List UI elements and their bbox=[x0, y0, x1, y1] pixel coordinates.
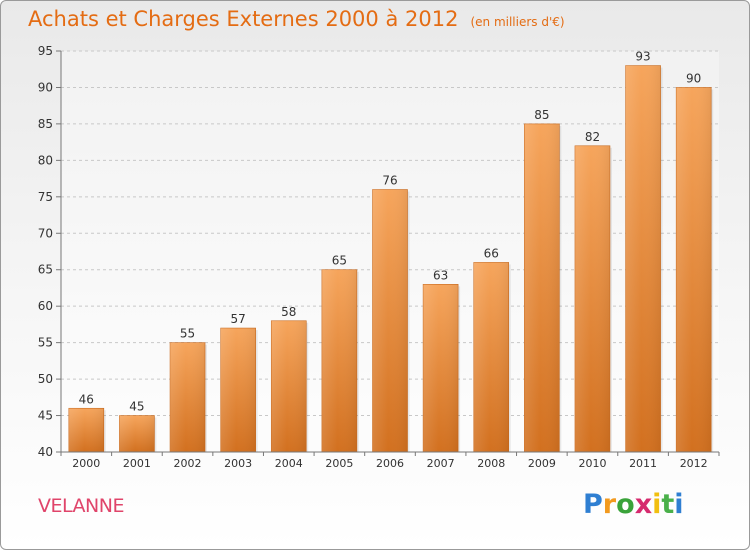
bar-highlight bbox=[473, 262, 509, 452]
y-tick-label: 40 bbox=[38, 445, 53, 459]
x-tick-label: 2009 bbox=[528, 457, 556, 470]
chart-title-main: Achats et Charges Externes 2000 à 2012 bbox=[28, 7, 459, 31]
logo-letter: i bbox=[652, 489, 662, 520]
bar-highlight bbox=[676, 87, 712, 453]
bar-value-label: 85 bbox=[534, 108, 549, 122]
y-tick-label: 75 bbox=[38, 190, 53, 204]
x-tick-label: 2004 bbox=[275, 457, 303, 470]
logo-letter: t bbox=[661, 489, 675, 520]
bar-highlight bbox=[524, 123, 560, 452]
bar-value-label: 65 bbox=[332, 254, 347, 268]
y-tick-label: 90 bbox=[38, 80, 53, 94]
bars: 46 45 55 57 58 65 76 63 66 85 82 93 90 bbox=[68, 50, 714, 453]
y-tick-label: 50 bbox=[38, 372, 53, 386]
bar-highlight bbox=[271, 320, 307, 452]
y-tick-label: 80 bbox=[38, 153, 53, 167]
x-tick-label: 2000 bbox=[72, 457, 100, 470]
x-tick-label: 2003 bbox=[224, 457, 252, 470]
bar-highlight bbox=[68, 408, 104, 452]
x-tick-label: 2012 bbox=[680, 457, 708, 470]
bar-value-label: 46 bbox=[79, 392, 94, 406]
chart-title: Achats et Charges Externes 2000 à 2012 (e… bbox=[28, 7, 565, 31]
y-tick-label: 45 bbox=[38, 409, 53, 423]
bar-highlight bbox=[170, 342, 206, 452]
axes: 40 45 50 55 60 65 70 75 80 85 90 95 2000 2001 2002 2003… bbox=[38, 44, 720, 470]
bar-value-label: 82 bbox=[585, 130, 600, 144]
logo-letter: i bbox=[674, 489, 684, 520]
bar-value-label: 63 bbox=[433, 268, 448, 282]
x-tick-label: 2006 bbox=[376, 457, 404, 470]
bar-highlight bbox=[321, 269, 357, 452]
y-tick-label: 70 bbox=[38, 226, 53, 240]
bar-highlight bbox=[372, 189, 408, 452]
y-tick-label: 95 bbox=[38, 44, 53, 58]
logo-letter: x bbox=[634, 489, 653, 520]
bar-value-label: 55 bbox=[180, 327, 195, 341]
bar-value-label: 45 bbox=[129, 400, 144, 414]
chart-unit-label: (en milliers d'€) bbox=[470, 15, 565, 29]
y-tick-label: 85 bbox=[38, 117, 53, 131]
bar-highlight bbox=[574, 145, 610, 453]
bar-value-label: 66 bbox=[484, 246, 499, 260]
x-tick-label: 2008 bbox=[477, 457, 505, 470]
proxiti-logo: Proxiti bbox=[583, 489, 684, 520]
bar-highlight bbox=[119, 415, 155, 452]
commune-name: VELANNE bbox=[38, 495, 124, 517]
bar-value-label: 76 bbox=[382, 174, 397, 188]
logo-letter: P bbox=[583, 489, 603, 520]
y-tick-label: 55 bbox=[38, 336, 53, 350]
y-tick-label: 60 bbox=[38, 299, 53, 313]
bar-value-label: 90 bbox=[686, 71, 701, 85]
bar-highlight bbox=[423, 284, 459, 452]
bar-value-label: 57 bbox=[231, 312, 246, 326]
bar-highlight bbox=[220, 328, 256, 452]
y-tick-label: 65 bbox=[38, 263, 53, 277]
logo-letter: r bbox=[602, 489, 617, 520]
x-tick-label: 2005 bbox=[325, 457, 353, 470]
x-tick-label: 2002 bbox=[174, 457, 202, 470]
bar-highlight bbox=[625, 65, 661, 452]
x-tick-label: 2011 bbox=[629, 457, 657, 470]
x-tick-label: 2001 bbox=[123, 457, 151, 470]
bar-value-label: 58 bbox=[281, 305, 296, 319]
x-tick-label: 2007 bbox=[427, 457, 455, 470]
logo-letter: o bbox=[616, 489, 635, 520]
bar-value-label: 93 bbox=[635, 50, 650, 64]
x-tick-label: 2010 bbox=[578, 457, 606, 470]
